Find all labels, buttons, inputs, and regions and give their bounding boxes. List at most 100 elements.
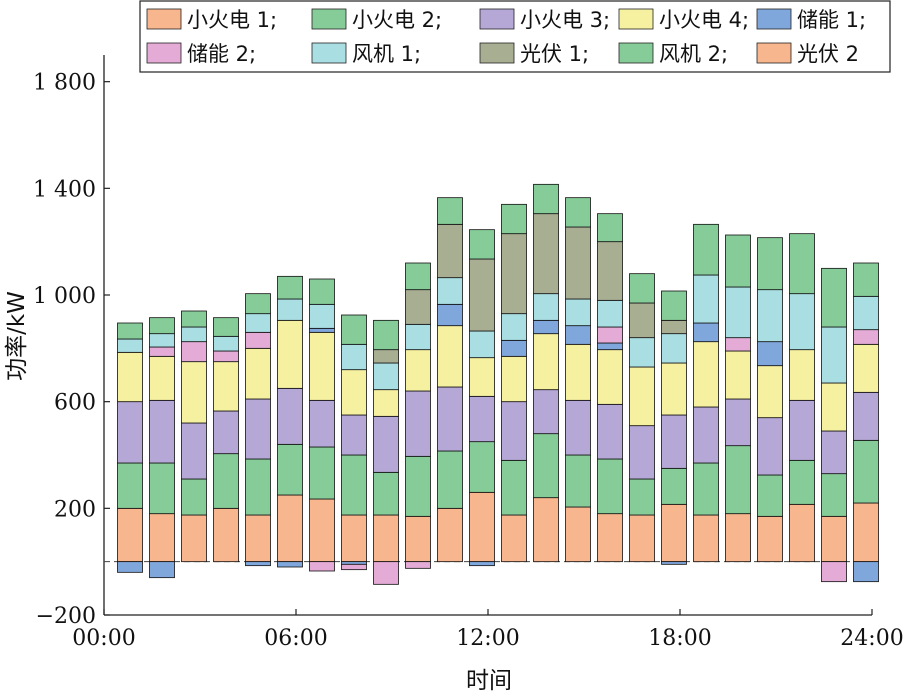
legend-swatch [146, 42, 182, 64]
bar-segment [405, 515, 431, 563]
bar-segment [501, 233, 527, 315]
bar-segment [213, 453, 239, 509]
bar-segment [853, 561, 879, 583]
bar-segment [725, 286, 751, 339]
bar-segment [405, 561, 431, 569]
bar-segment [789, 349, 815, 401]
bar-segment [213, 335, 239, 352]
bar-segment [405, 262, 431, 291]
bar-segment [821, 430, 847, 475]
bar-segment [405, 323, 431, 351]
bar-segment [213, 350, 239, 363]
bar-segment [597, 349, 623, 405]
bar-segment [501, 355, 527, 403]
bar-segment [469, 258, 495, 332]
bar-segment [533, 389, 559, 435]
bar-segment [309, 303, 335, 329]
bar-segment [341, 314, 367, 345]
legend-label: 小火电 1; [187, 8, 277, 32]
bar-segment [437, 277, 463, 305]
bar-segment [309, 399, 335, 448]
legend-label: 小火电 3; [520, 8, 610, 32]
bar-segment [277, 387, 303, 445]
y-tick-label: 1 800 [33, 71, 96, 96]
bar-segment [245, 347, 271, 400]
y-tick-label: −200 [36, 604, 96, 629]
bar-segment [661, 333, 687, 364]
bar-segment [725, 398, 751, 447]
y-tick-label: 200 [54, 497, 96, 522]
bar-segment [437, 507, 463, 563]
bar-segment [597, 513, 623, 563]
bar-segment [661, 503, 687, 563]
bar-segment [277, 319, 303, 389]
bar-segment [725, 234, 751, 288]
bar-segment [437, 325, 463, 388]
bar-segment [373, 514, 399, 563]
bar-segment [181, 478, 207, 516]
y-axis-title: 功率/kW [4, 291, 30, 381]
bar-segment [597, 458, 623, 515]
bar-segment [373, 349, 399, 364]
bar-segment [181, 326, 207, 343]
bar-segment [821, 473, 847, 517]
bar-segment [565, 226, 591, 300]
bar-segment [565, 298, 591, 327]
bar-segment [853, 262, 879, 297]
bar-segment [181, 341, 207, 363]
bar-segment [213, 361, 239, 412]
bar-segment [725, 513, 751, 563]
x-tick-label: 00:00 [72, 626, 135, 651]
legend-label: 风机 1; [352, 42, 421, 66]
bar-segment [245, 458, 271, 516]
legend-swatch [756, 42, 792, 64]
bar-segment [597, 241, 623, 301]
bar-segment [469, 229, 495, 260]
bar-segment [597, 342, 623, 351]
bar-segment [629, 514, 655, 563]
y-tick-label: 1 400 [33, 177, 96, 202]
bar-segment [789, 503, 815, 563]
bar-segment [821, 382, 847, 432]
bar-segment [661, 290, 687, 321]
bar-segment [181, 361, 207, 424]
bar-segment [597, 213, 623, 243]
bar-segment [693, 322, 719, 343]
bar-segment [565, 454, 591, 508]
bar-segment [149, 355, 175, 401]
legend-label: 储能 2; [187, 42, 256, 66]
legend-swatch [479, 8, 515, 30]
bar-segment [149, 346, 175, 357]
bar-segment [597, 326, 623, 344]
bar-segment [469, 561, 495, 567]
bar-segment [437, 386, 463, 452]
bar-segment [597, 403, 623, 460]
bar-segment [437, 223, 463, 279]
bar-segment [469, 357, 495, 397]
bar-segment [373, 362, 399, 391]
bar-segment [245, 331, 271, 349]
bar-segment [565, 506, 591, 563]
bar-segment [117, 338, 143, 353]
bar-segment [757, 237, 783, 291]
bar-segment [789, 399, 815, 461]
bar-segment [277, 443, 303, 496]
bar-segment [501, 514, 527, 563]
bar-segment [341, 514, 367, 563]
bar-segment [533, 497, 559, 563]
bar-segment [597, 299, 623, 328]
bar-segment [533, 293, 559, 321]
bar-segment [853, 343, 879, 393]
bar-segment [757, 474, 783, 517]
bar-segment [693, 406, 719, 464]
ticks: −200 200 600 1 000 1 400 1 800 00:00 06:00 12:00… [33, 71, 904, 651]
bar-segment [309, 331, 335, 401]
bar-segment [693, 341, 719, 408]
x-tick-label: 24:00 [840, 626, 903, 651]
legend-swatch [756, 8, 792, 30]
legend-swatch [479, 42, 515, 64]
bar-segment [693, 274, 719, 324]
bar-segment [757, 365, 783, 419]
bar-segment [757, 417, 783, 476]
